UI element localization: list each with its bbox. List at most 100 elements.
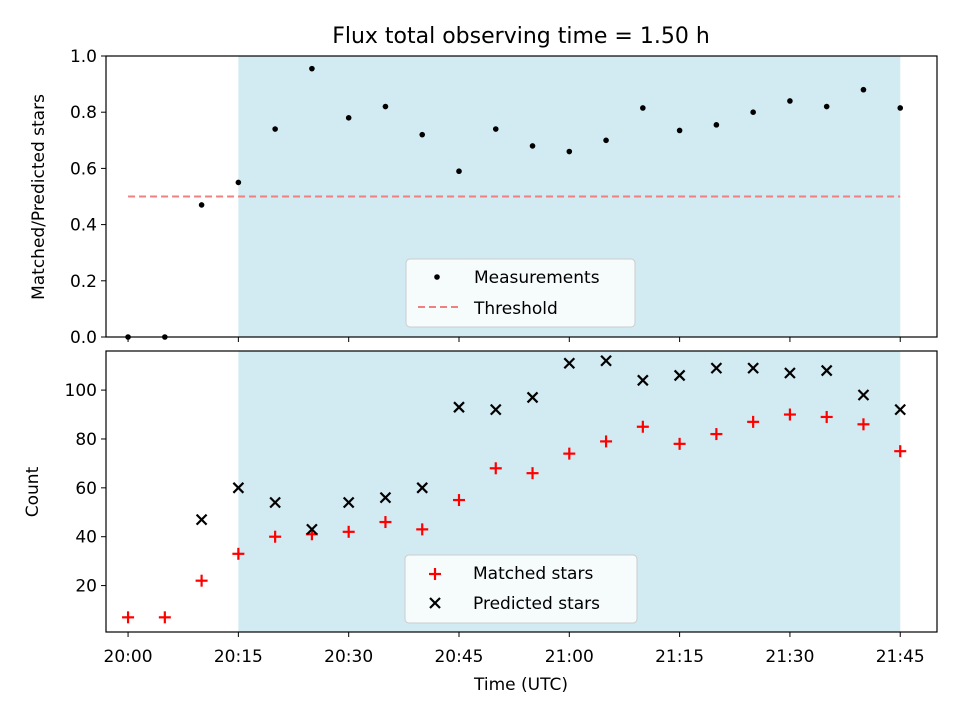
predicted-stars-point bbox=[784, 367, 796, 379]
y-tick-label: 40 bbox=[75, 528, 97, 548]
matched-stars-point bbox=[526, 467, 539, 480]
count-panel: 20 40 60 80 100 20:00 20:15 20:30 20:45 21:00 21:1… bbox=[23, 350, 938, 667]
measurement-point bbox=[235, 179, 242, 186]
predicted-stars-point bbox=[306, 523, 318, 536]
matched-stars-point bbox=[747, 415, 760, 428]
matched-stars-point bbox=[673, 437, 686, 450]
measurement-point bbox=[787, 98, 793, 104]
predicted-stars-point bbox=[894, 403, 907, 416]
y-tick-label: 0.4 bbox=[70, 216, 97, 236]
matched-stars-point bbox=[122, 611, 135, 624]
legend-measurements-label: Measurements bbox=[474, 268, 600, 288]
predicted-stars-point bbox=[342, 496, 355, 509]
legend-matched-marker bbox=[429, 568, 441, 580]
predicted-stars-point bbox=[600, 354, 612, 367]
measurement-point bbox=[309, 65, 315, 72]
measurement-point bbox=[345, 115, 352, 121]
y-tick-label: 100 bbox=[65, 381, 97, 401]
measurement-point bbox=[676, 127, 683, 134]
matched-stars-point bbox=[452, 494, 465, 507]
y-tick-label: 60 bbox=[75, 479, 97, 499]
predicted-stars-point bbox=[710, 362, 723, 374]
measurement-point bbox=[382, 103, 389, 110]
matched-stars-point bbox=[636, 420, 649, 433]
measurement-point bbox=[492, 126, 499, 132]
predicted-stars-point bbox=[232, 482, 245, 494]
predicted-stars-point bbox=[857, 389, 870, 401]
predicted-stars-point bbox=[563, 357, 576, 369]
matched-stars-point bbox=[783, 408, 796, 421]
matched-stars-point bbox=[379, 516, 392, 529]
predicted-stars-point bbox=[637, 374, 649, 387]
y-tick-label: 0.6 bbox=[70, 159, 97, 179]
predicted-stars-point bbox=[526, 391, 539, 404]
y-tick-label: 1.0 bbox=[70, 47, 97, 67]
legend-matched-label: Matched stars bbox=[473, 564, 593, 584]
x-tick-label: 20:45 bbox=[434, 647, 483, 667]
matched-stars-point bbox=[894, 445, 907, 458]
predicted-stars-point bbox=[453, 401, 465, 413]
matched-stars-point bbox=[232, 547, 245, 560]
measurement-point bbox=[897, 105, 904, 111]
count-marks bbox=[122, 354, 907, 624]
matched-stars-point bbox=[416, 523, 429, 536]
predicted-stars-point bbox=[269, 496, 281, 509]
y-tick-label: 20 bbox=[75, 577, 97, 597]
x-tick-label: 21:30 bbox=[765, 647, 814, 667]
measurement-point bbox=[272, 126, 278, 132]
x-axis-label: Time (UTC) bbox=[473, 675, 568, 695]
predicted-stars-point bbox=[379, 491, 392, 504]
measurement-point bbox=[566, 148, 573, 155]
x-tick-label: 21:45 bbox=[876, 647, 925, 667]
y-tick-label: 0.2 bbox=[70, 272, 97, 292]
predicted-stars-point bbox=[195, 513, 208, 526]
matched-stars-point bbox=[563, 447, 576, 460]
predicted-stars-point bbox=[416, 482, 428, 494]
count-y-axis-label: Count bbox=[23, 466, 43, 517]
measurement-point bbox=[750, 109, 756, 115]
x-tick-label: 21:00 bbox=[545, 647, 594, 667]
matched-stars-point bbox=[710, 428, 723, 441]
x-tick-label: 20:00 bbox=[104, 647, 153, 667]
x-tick-label: 20:15 bbox=[214, 647, 263, 667]
predicted-stars-point bbox=[820, 364, 833, 377]
predicted-stars-point bbox=[489, 403, 502, 416]
measurement-point bbox=[823, 103, 830, 110]
matched-stars-point bbox=[195, 574, 208, 587]
ratio-axes: 0.0 0.2 0.4 0.6 0.8 1.0 bbox=[70, 47, 901, 348]
ratio-y-axis-label: Matched/Predicted stars bbox=[29, 94, 49, 300]
legend-threshold-label: Threshold bbox=[473, 299, 558, 319]
count-legend: Matched stars Predicted stars bbox=[404, 554, 638, 624]
legend-predicted-label: Predicted stars bbox=[473, 594, 600, 614]
matched-stars-point bbox=[857, 418, 870, 431]
predicted-stars-point bbox=[747, 362, 759, 374]
measurement-point bbox=[198, 202, 205, 208]
y-tick-label: 80 bbox=[75, 430, 97, 450]
legend-predicted-marker bbox=[429, 597, 441, 609]
matched-stars-point bbox=[820, 410, 833, 423]
matched-stars-point bbox=[600, 435, 613, 448]
ratio-panel: 0.0 0.2 0.4 0.6 0.8 1.0 Matched/Predicted sta… bbox=[29, 47, 938, 348]
measurement-point bbox=[640, 105, 646, 111]
y-tick-label: 0.0 bbox=[70, 328, 97, 348]
ratio-legend-box bbox=[405, 258, 636, 328]
legend-measurements-marker bbox=[434, 274, 440, 280]
measurement-point bbox=[713, 122, 720, 128]
measurement-point bbox=[860, 86, 867, 93]
matched-stars-point bbox=[158, 611, 171, 624]
count-axes: 20 40 60 80 100 20:00 20:15 20:30 20:45 21:00 21:1… bbox=[65, 381, 925, 667]
predicted-stars-point bbox=[673, 369, 686, 382]
x-tick-label: 20:30 bbox=[324, 647, 373, 667]
y-tick-label: 0.8 bbox=[70, 103, 97, 123]
count-legend-box bbox=[404, 554, 638, 624]
ratio-legend: Measurements Threshold bbox=[405, 258, 636, 328]
matched-stars-point bbox=[269, 530, 282, 543]
measurement-point bbox=[529, 143, 536, 149]
measurement-point bbox=[456, 168, 462, 175]
chart-title: Flux total observing time = 1.50 h bbox=[332, 24, 710, 49]
x-tick-label: 21:15 bbox=[655, 647, 704, 667]
measurement-point bbox=[603, 137, 609, 144]
ratio-plot-frame bbox=[105, 55, 938, 338]
matched-stars-point bbox=[342, 525, 355, 538]
